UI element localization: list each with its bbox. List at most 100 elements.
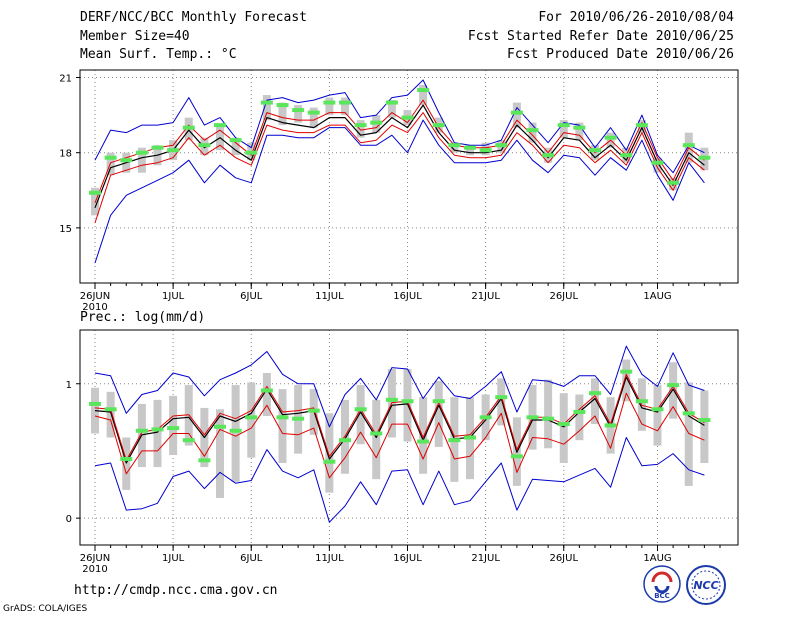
deterministic-marker xyxy=(682,143,695,148)
deterministic-marker xyxy=(260,388,273,393)
ensemble-min-line xyxy=(94,119,705,264)
member-range-box xyxy=(544,379,553,449)
deterministic-marker xyxy=(542,153,555,158)
ensemble-mean-line xyxy=(94,104,705,209)
deterministic-marker xyxy=(667,383,680,388)
x-tick-label: 11JUL xyxy=(315,291,344,302)
ncc-logo: NCC xyxy=(686,565,726,605)
deterministic-marker xyxy=(589,391,601,396)
member-range-box xyxy=(669,362,678,419)
deterministic-marker xyxy=(89,401,101,406)
y-tick-label: 18 xyxy=(59,149,72,160)
deterministic-marker xyxy=(542,416,555,421)
ncc-logo-text: NCC xyxy=(693,579,718,592)
deterministic-marker xyxy=(104,407,117,412)
x-tick-label: 16JUL xyxy=(393,553,422,564)
x-tick-label: 1JUL xyxy=(162,291,185,302)
deterministic-marker xyxy=(276,415,289,420)
member-range-box xyxy=(356,120,365,138)
deterministic-marker xyxy=(307,110,320,115)
x-tick-label: 26JUN xyxy=(80,553,110,564)
deterministic-marker xyxy=(495,143,508,148)
chart-title: DERF/NCC/BCC Monthly Forecast xyxy=(80,10,307,25)
deterministic-marker xyxy=(698,155,711,160)
member-range-box xyxy=(341,97,349,116)
deterministic-marker xyxy=(526,128,539,133)
deterministic-marker xyxy=(698,418,711,423)
member-size-label: Member Size=40 xyxy=(80,29,190,44)
member-range-box xyxy=(419,85,428,106)
deterministic-marker xyxy=(385,397,398,402)
member-range-box xyxy=(309,107,318,128)
deterministic-marker xyxy=(432,399,445,404)
ensemble-min-line xyxy=(94,437,705,523)
deterministic-marker xyxy=(682,411,695,416)
x-tick-label: 26JUL xyxy=(549,291,578,302)
member-range-box xyxy=(356,385,365,445)
deterministic-marker xyxy=(448,438,461,443)
deterministic-marker xyxy=(198,143,211,148)
deterministic-marker xyxy=(635,123,648,128)
member-range-box xyxy=(575,122,584,141)
source-url[interactable]: http://cmdp.ncc.cma.gov.cn xyxy=(74,583,278,598)
ensemble-max-line xyxy=(94,345,705,428)
plot-frame xyxy=(79,329,739,546)
member-range-box xyxy=(419,397,428,474)
deterministic-marker xyxy=(229,428,242,433)
forecast-start-date: Fcst Started Refer Date 2010/06/25 xyxy=(467,29,734,44)
member-range-box xyxy=(387,100,396,118)
member-range-box xyxy=(575,394,584,441)
member-range-box xyxy=(450,142,459,153)
deterministic-marker xyxy=(620,153,633,158)
deterministic-marker xyxy=(620,369,633,374)
member-range-box xyxy=(512,102,521,128)
x-year-label: 2010 xyxy=(82,564,107,575)
deterministic-marker xyxy=(464,435,476,440)
deterministic-marker xyxy=(182,438,195,443)
x-tick-label: 6JUL xyxy=(240,553,263,564)
x-tick-label: 21JUL xyxy=(471,553,500,564)
member-range-box xyxy=(684,382,693,486)
deterministic-marker xyxy=(526,415,539,420)
member-range-box xyxy=(653,385,662,446)
member-range-box xyxy=(372,399,381,480)
deterministic-marker xyxy=(651,407,664,412)
deterministic-marker xyxy=(307,408,320,413)
member-range-box xyxy=(278,389,287,464)
x-tick-label: 11JUL xyxy=(315,553,344,564)
x-tick-label: 1AUG xyxy=(643,291,671,302)
member-range-box xyxy=(559,120,568,138)
deterministic-marker xyxy=(417,439,430,444)
deterministic-marker xyxy=(401,115,414,120)
deterministic-marker xyxy=(370,120,383,125)
deterministic-marker xyxy=(151,427,164,432)
deterministic-marker xyxy=(573,409,586,414)
x-tick-label: 16JUL xyxy=(393,291,422,302)
spread-upper-line xyxy=(94,373,705,461)
x-tick-label: 26JUN xyxy=(80,291,110,302)
member-range-box xyxy=(137,147,146,173)
member-range-box xyxy=(325,97,334,116)
deterministic-marker xyxy=(479,415,492,420)
ensemble-mean-line xyxy=(94,376,705,464)
deterministic-marker xyxy=(167,148,180,153)
deterministic-marker xyxy=(151,145,164,150)
deterministic-marker xyxy=(323,100,336,105)
member-range-box xyxy=(434,381,443,447)
deterministic-marker xyxy=(651,160,664,165)
member-range-box xyxy=(497,378,506,426)
precipitation-panel: 0 1 26JUN 1JUL 6JUL 11JUL 16JUL 21JUL 26JUL 1AUG 2… xyxy=(66,329,739,575)
member-range-box xyxy=(247,382,256,458)
member-range-box xyxy=(700,390,709,464)
member-range-box xyxy=(278,102,287,126)
member-range-box xyxy=(262,95,271,121)
member-range-box xyxy=(106,391,115,438)
deterministic-marker xyxy=(198,458,211,463)
member-range-box xyxy=(122,437,131,490)
member-range-box xyxy=(262,373,271,416)
deterministic-marker xyxy=(464,145,476,150)
member-range-box xyxy=(653,157,662,173)
temperature-panel: 15 18 21 26JUN 1JUL 6JUL 11JUL 16JUL 21JUL 26JUL 1… xyxy=(59,69,739,313)
deterministic-marker xyxy=(214,123,226,128)
